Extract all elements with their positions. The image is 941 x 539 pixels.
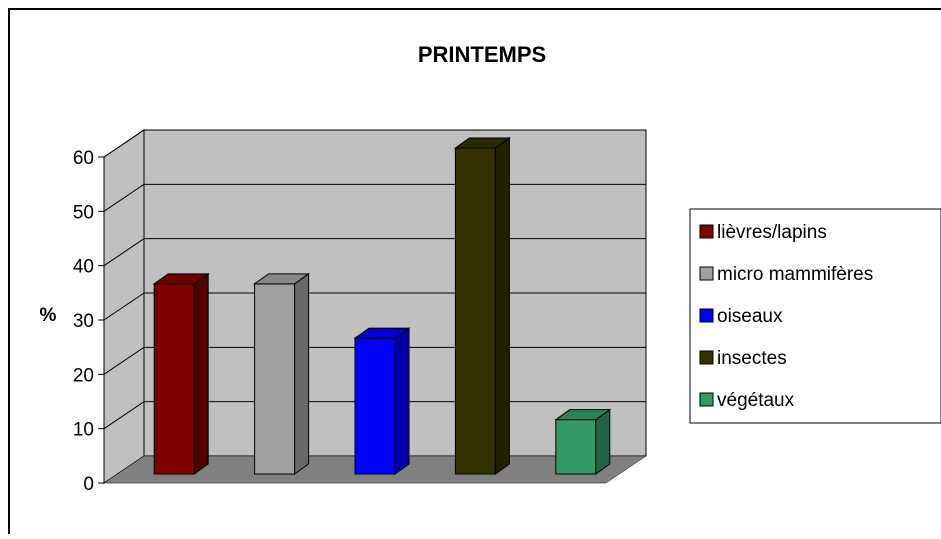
bar-top-shade	[355, 328, 409, 339]
y-axis-label: %	[40, 305, 57, 326]
bar-top-shade	[154, 273, 209, 284]
bar-top	[353, 327, 411, 339]
bar	[253, 272, 311, 475]
bar-side-shade	[194, 273, 209, 474]
legend-item: insectes	[699, 348, 787, 369]
legend-swatch	[699, 308, 714, 323]
bar-front	[454, 147, 496, 475]
bar-front	[254, 283, 296, 475]
bar-top-shade	[555, 409, 610, 420]
bar-front	[354, 337, 396, 475]
y-tick-label: 50	[73, 202, 94, 223]
y-axis	[98, 156, 105, 484]
legend-label: lièvres/lapins	[717, 222, 827, 243]
legend-item: oiseaux	[699, 306, 783, 327]
bars	[152, 137, 612, 475]
gridline	[103, 238, 145, 267]
legend-item: végétaux	[699, 390, 795, 411]
bar-top	[253, 273, 311, 285]
gridline	[103, 346, 145, 375]
bar	[554, 408, 612, 475]
legend-swatch	[699, 392, 714, 407]
legend-swatch	[699, 224, 714, 239]
y-tick-label: 0	[83, 474, 94, 495]
bar-top	[152, 273, 210, 285]
legend-swatch	[699, 350, 714, 365]
bar	[353, 327, 411, 475]
gridline	[103, 129, 145, 158]
bar-side-shade	[395, 328, 409, 474]
bar-side-shade	[294, 273, 309, 474]
y-tick-label: 20	[73, 365, 94, 386]
legend-box	[689, 208, 941, 424]
legend-label: micro mammifères	[717, 264, 873, 285]
y-tick-labels: 0 10 20 30 40 50 60	[73, 148, 94, 495]
legend-item: lièvres/lapins	[699, 222, 827, 243]
bar-front	[555, 419, 597, 475]
bar-top-shade	[254, 273, 309, 284]
bar-top-shade	[455, 138, 510, 148]
bar-top	[453, 137, 511, 149]
legend-swatch	[699, 266, 714, 281]
y-tick-label: 60	[73, 148, 94, 169]
chart-title: PRINTEMPS	[418, 42, 546, 67]
bar-side-shade	[495, 138, 510, 474]
bar-top	[554, 409, 612, 421]
bar	[152, 272, 210, 475]
chart-border	[8, 8, 941, 534]
y-tick-label: 40	[73, 257, 94, 278]
legend-label: insectes	[717, 348, 787, 369]
gridline	[103, 401, 145, 430]
legend: lièvres/lapins micro mammifères oiseaux ins…	[689, 208, 941, 424]
y-tick-label: 10	[73, 420, 94, 441]
gridline	[103, 183, 145, 212]
legend-label: végétaux	[717, 390, 795, 411]
y-tick-label: 30	[73, 311, 94, 332]
bar	[453, 137, 511, 475]
bar-side-shade	[595, 409, 610, 474]
gridline	[103, 292, 145, 321]
legend-item: micro mammifères	[699, 264, 873, 285]
legend-label: oiseaux	[717, 306, 783, 327]
bar-front	[153, 283, 195, 475]
